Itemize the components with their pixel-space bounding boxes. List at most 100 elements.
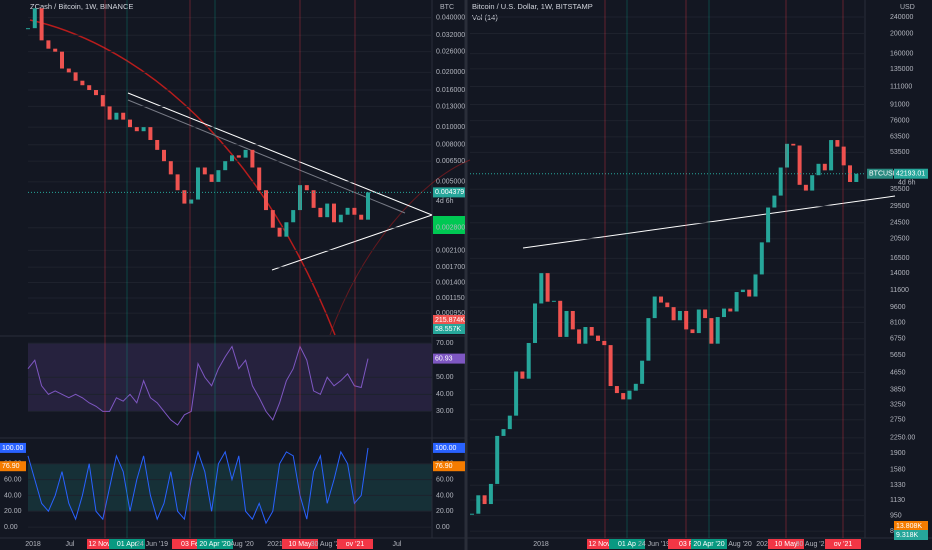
price-tag <box>0 442 26 453</box>
x-tick-label: Jul <box>66 541 75 548</box>
candle <box>128 119 132 128</box>
y-tick-label: 2250.00 <box>890 435 915 442</box>
y-tick-label: 20500 <box>890 236 910 243</box>
candle <box>26 28 30 30</box>
candle <box>182 190 187 204</box>
candle <box>627 390 632 400</box>
candle <box>257 167 262 191</box>
price-tag-label: 0.004379 <box>435 189 464 196</box>
candle <box>696 309 701 334</box>
y-tick-label: 0.00 <box>436 524 450 531</box>
candle <box>270 210 275 228</box>
candle <box>148 127 153 140</box>
candle <box>677 310 682 321</box>
date-badge <box>109 539 145 549</box>
stoch-k-line <box>27 447 369 525</box>
rsi-line <box>27 345 369 426</box>
candle <box>766 207 771 243</box>
candle <box>816 163 821 176</box>
x-tick-label: 2021 <box>756 541 772 548</box>
y-tick-label: 0.002100 <box>436 247 465 254</box>
candle <box>810 175 815 191</box>
candle <box>87 85 92 91</box>
y-tick-label: 0.001400 <box>436 279 465 286</box>
candle <box>114 112 119 120</box>
y-tick-label: 40.00 <box>436 391 454 398</box>
y-tick-label: 135000 <box>890 66 913 73</box>
candle <box>168 161 173 175</box>
candle <box>583 327 588 344</box>
candle <box>352 207 357 215</box>
candle <box>284 222 289 237</box>
price-tag-label: BTCUSD <box>869 171 898 178</box>
candle <box>665 302 670 308</box>
x-tick-label: 2021 <box>267 541 283 548</box>
y-tick-label: 0.001150 <box>436 295 465 302</box>
price-tag-label: 13.808K <box>896 523 922 530</box>
price-tag <box>894 521 928 531</box>
x-tick-label: 24 Jun '19 <box>638 541 670 548</box>
candle <box>753 274 758 297</box>
x-tick-label: 20 Apr '20 <box>199 541 230 548</box>
y-tick-label: 60.00 <box>4 476 22 483</box>
candle <box>80 80 85 86</box>
price-tag-label: 215.874K <box>435 317 465 324</box>
y-tick-label: 950 <box>890 512 902 519</box>
y-tick-label: 5650 <box>890 352 906 359</box>
y-tick-label: 0.040000 <box>436 14 465 21</box>
moving-average <box>329 159 471 336</box>
date-badge <box>768 539 804 549</box>
candle <box>740 289 745 293</box>
candle <box>304 185 309 191</box>
candle <box>332 203 336 223</box>
price-tag <box>894 530 928 540</box>
y-tick-label: 9600 <box>890 304 906 311</box>
y-tick-label: 24500 <box>890 220 910 227</box>
y-tick-label: 0.008000 <box>436 142 465 149</box>
candle <box>803 184 808 191</box>
y-tick-label: 240000 <box>890 14 913 21</box>
candle <box>734 292 739 312</box>
x-tick-label: 03 Fe <box>181 541 199 548</box>
candle <box>646 318 651 361</box>
y-tick-label: 3250 <box>890 402 906 409</box>
candle <box>495 435 500 484</box>
y-tick-label: 29500 <box>890 203 910 210</box>
y-tick-label: 160000 <box>890 50 913 57</box>
candle <box>277 227 282 237</box>
candle <box>223 161 228 171</box>
x-tick-label: 2018 <box>533 541 549 548</box>
candle <box>747 289 752 297</box>
candle <box>32 8 37 29</box>
candle <box>236 155 241 158</box>
date-badge <box>825 539 861 549</box>
candle <box>558 300 563 337</box>
y-tick-label: 0.00 <box>4 524 18 531</box>
candle <box>155 139 160 150</box>
candle <box>134 127 139 132</box>
candle <box>325 203 330 218</box>
candle <box>345 207 350 215</box>
candle <box>633 383 638 391</box>
price-tag <box>433 353 465 364</box>
candle <box>785 143 789 168</box>
price-tag <box>433 315 465 325</box>
date-badge <box>587 539 623 549</box>
price-tag <box>867 168 893 179</box>
y-tick-label: 40.00 <box>4 492 22 499</box>
candle <box>230 155 234 162</box>
y-tick-label: 8100 <box>890 319 906 326</box>
y-tick-label: 1580 <box>890 467 906 474</box>
candle <box>250 149 255 168</box>
candle <box>476 495 481 514</box>
candle <box>141 127 146 132</box>
x-tick-label: 12 Nov '18 <box>588 541 621 548</box>
y-tick-label: 76000 <box>890 118 910 125</box>
candle <box>311 190 316 208</box>
y-tick-label: 0.010000 <box>436 124 465 131</box>
price-tag <box>433 442 465 453</box>
candle <box>614 386 619 394</box>
y-tick-label: 200000 <box>890 30 913 37</box>
y-tick-label: 6750 <box>890 336 906 343</box>
candle <box>60 51 64 69</box>
